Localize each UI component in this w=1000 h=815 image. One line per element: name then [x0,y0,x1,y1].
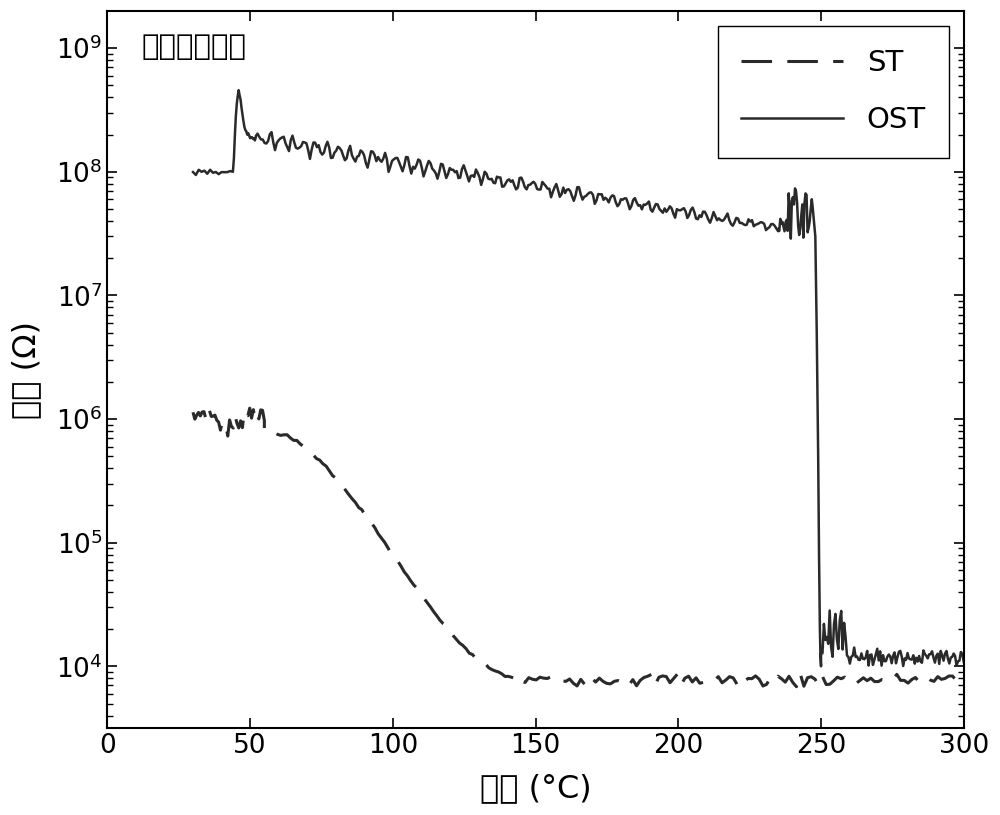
ST [216,417,228,427]
OST [863,661,875,671]
OST [815,662,827,672]
OST [233,86,245,95]
X-axis label: 温度 (°C): 温度 (°C) [480,773,591,804]
ST [660,672,672,681]
ST [395,562,407,571]
ST [258,416,270,425]
Line: ST: ST [193,408,964,687]
OST [699,207,711,217]
OST [958,657,970,667]
ST [902,678,914,688]
Text: 电阔变化曲线: 电阔变化曲线 [142,33,247,60]
Legend: ST, OST: ST, OST [718,26,949,157]
ST [244,403,256,413]
OST [657,208,669,218]
OST [465,171,477,181]
Y-axis label: 电阔 (Ω): 电阔 (Ω) [11,320,42,419]
ST [790,682,802,692]
OST [419,166,431,176]
Line: OST: OST [193,90,964,667]
ST [958,674,970,684]
ST [205,412,217,421]
OST [187,167,199,177]
OST [781,215,793,225]
ST [187,408,199,417]
